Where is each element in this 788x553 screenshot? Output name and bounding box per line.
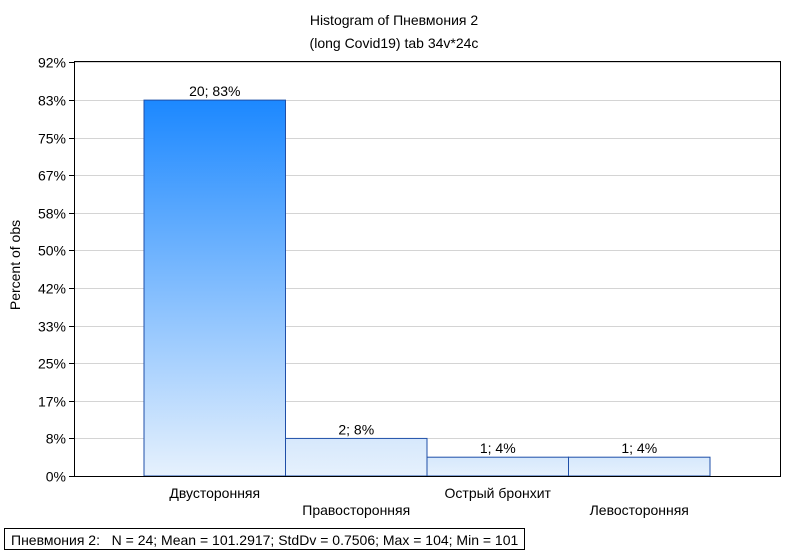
- data-labels: 20; 83% 2; 8% 1; 4% 1; 4%: [189, 83, 657, 456]
- x-category-label: Острый бронхит: [445, 485, 552, 501]
- y-tick-label: 0%: [46, 469, 66, 485]
- x-category-label: Правосторонняя: [302, 502, 410, 518]
- bar-data-label: 20; 83%: [189, 83, 240, 99]
- plot-frame: [74, 61, 781, 477]
- y-tick-label: 8%: [46, 431, 66, 447]
- y-tick-label: 92%: [38, 55, 66, 71]
- bars: [143, 99, 711, 477]
- y-tick-label: 42%: [38, 281, 66, 297]
- x-category-label: Левосторонняя: [590, 502, 689, 518]
- bar-data-label: 2; 8%: [338, 421, 374, 437]
- chart-subtitle: (long Covid19) tab 34v*24c: [310, 35, 479, 51]
- x-category-label: Двусторонняя: [169, 485, 260, 501]
- y-axis-ticks: 0% 8% 17% 25% 33% 42% 50% 58% 67% 75% 83% 92%: [38, 55, 74, 485]
- y-tick-label: 25%: [38, 356, 66, 372]
- bar: [143, 99, 286, 477]
- bar-data-label: 1; 4%: [621, 440, 657, 456]
- y-tick-label: 83%: [38, 93, 66, 109]
- y-tick-label: 33%: [38, 319, 66, 335]
- stats-box: Пневмония 2: N = 24; Mean = 101.2917; St…: [4, 528, 526, 550]
- y-tick-label: 75%: [38, 131, 66, 147]
- bar: [426, 456, 569, 477]
- y-tick-label: 58%: [38, 206, 66, 222]
- bar-data-label: 1; 4%: [480, 440, 516, 456]
- y-axis-label: Percent of obs: [7, 220, 23, 310]
- chart-title: Histogram of Пневмония 2: [310, 12, 479, 28]
- y-tick-label: 67%: [38, 168, 66, 184]
- y-tick-label: 17%: [38, 394, 66, 410]
- y-tick-label: 50%: [38, 243, 66, 259]
- bar: [285, 437, 428, 477]
- bar: [568, 456, 711, 477]
- x-axis-categories: Двусторонняя Правосторонняя Острый бронхит…: [169, 485, 688, 518]
- histogram-chart: Histogram of Пневмония 2 (long Covid19) …: [7, 12, 781, 518]
